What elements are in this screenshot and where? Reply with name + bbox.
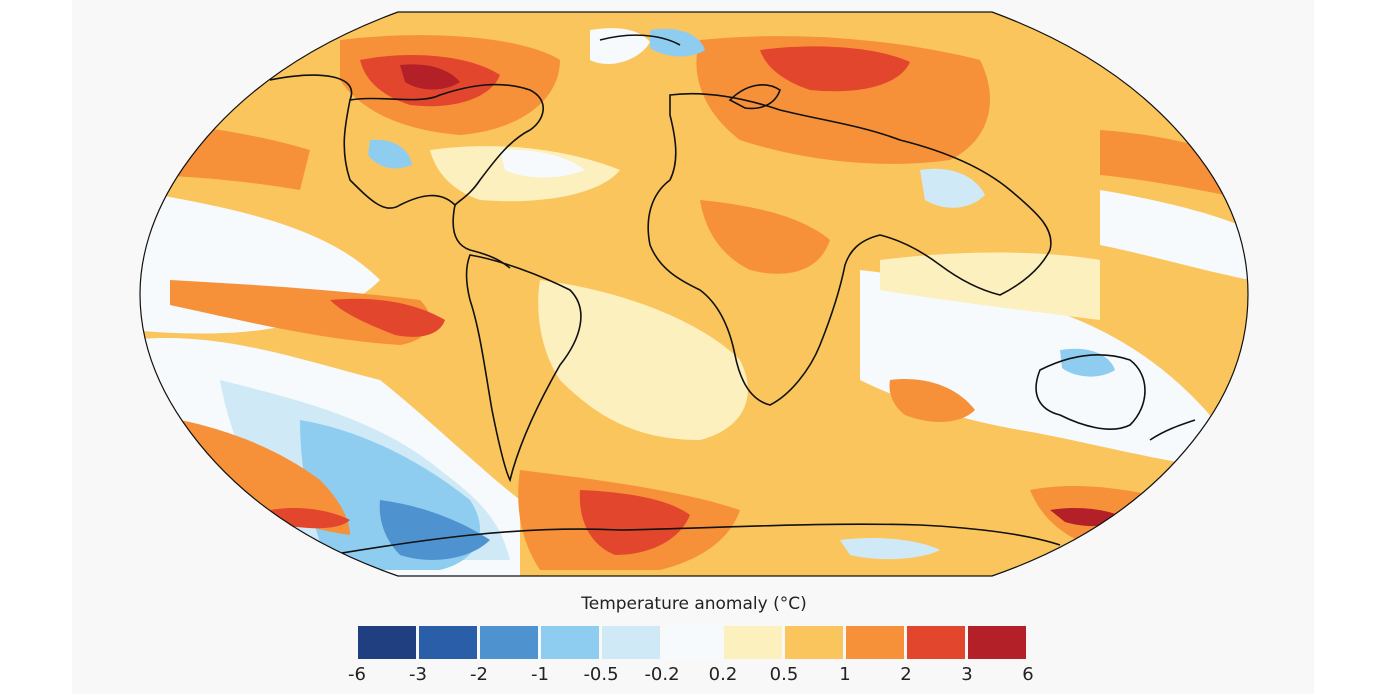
legend-title: Temperature anomaly (°C) [581, 594, 807, 614]
legend-tick-label: 2 [900, 664, 912, 685]
legend-swatch [785, 626, 843, 659]
legend-tick-label: 6 [1022, 664, 1034, 685]
legend-swatch [480, 626, 538, 659]
legend-swatch [541, 626, 599, 659]
legend-tick-label: -2 [470, 664, 488, 685]
legend-swatch [358, 626, 416, 659]
legend-tick-label: 1 [839, 664, 851, 685]
legend-tick-label: -6 [348, 664, 366, 685]
legend-swatch [724, 626, 782, 659]
legend-tick-label: -1 [531, 664, 549, 685]
legend-tick-label: 0.5 [769, 664, 799, 685]
legend-swatch [663, 626, 721, 659]
legend-tick-label: 3 [961, 664, 973, 685]
legend-swatch [968, 626, 1026, 659]
legend-tick-label: 0.2 [708, 664, 738, 685]
legend-swatch [419, 626, 477, 659]
legend-swatch [907, 626, 965, 659]
globe-outline [139, 11, 1249, 577]
legend-swatch [602, 626, 660, 659]
legend-tick-label: -0.2 [644, 664, 680, 685]
legend-tick-label: -0.5 [583, 664, 619, 685]
coastlines [269, 34, 1196, 556]
legend-swatch [846, 626, 904, 659]
legend-tick-label: -3 [409, 664, 427, 685]
anomaly-field [140, 12, 1248, 576]
